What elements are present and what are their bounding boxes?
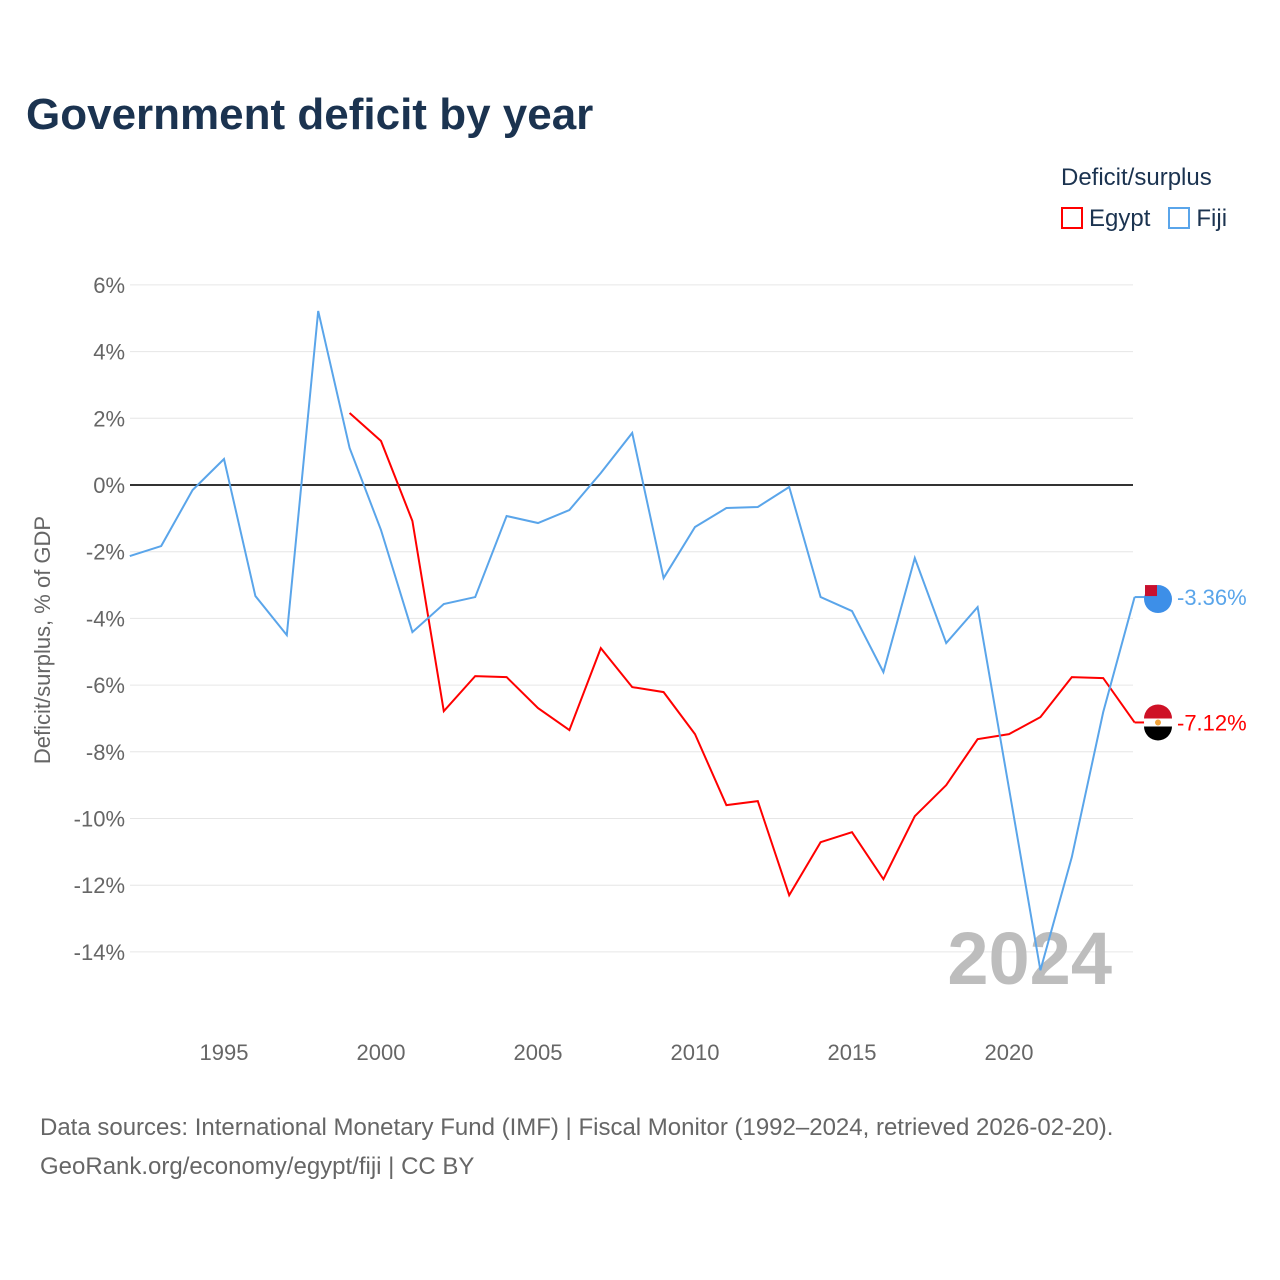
x-tick-label: 2000: [357, 1040, 406, 1065]
end-value-label-fiji: -3.36%: [1177, 585, 1247, 610]
y-axis-label: Deficit/surplus, % of GDP: [30, 516, 55, 764]
data-point-fiji[interactable]: [1006, 785, 1012, 791]
y-tick-label: -8%: [86, 740, 125, 765]
data-point-fiji[interactable]: [692, 524, 698, 530]
data-point-fiji[interactable]: [315, 308, 321, 314]
data-point-egypt[interactable]: [378, 438, 384, 444]
data-point-egypt[interactable]: [1100, 675, 1106, 681]
flag-stripe: [1144, 726, 1172, 741]
end-value-label-egypt: -7.12%: [1177, 710, 1247, 735]
data-point-egypt[interactable]: [692, 731, 698, 737]
data-point-egypt[interactable]: [723, 802, 729, 808]
data-point-egypt[interactable]: [472, 673, 478, 679]
data-point-fiji[interactable]: [535, 520, 541, 526]
data-point-fiji[interactable]: [755, 504, 761, 510]
flag-canton: [1145, 585, 1157, 597]
y-tick-label: -12%: [74, 873, 125, 898]
data-point-egypt[interactable]: [943, 782, 949, 788]
data-point-fiji[interactable]: [127, 553, 133, 559]
series-line-egypt: [348, 412, 1136, 898]
data-point-egypt[interactable]: [975, 736, 981, 742]
source-note: Data sources: International Monetary Fun…: [40, 1108, 1113, 1186]
data-point-egypt[interactable]: [504, 674, 510, 680]
y-tick-label: -2%: [86, 540, 125, 565]
data-point-egypt[interactable]: [786, 892, 792, 898]
legend-swatch-fiji: [1168, 207, 1191, 229]
data-point-fiji[interactable]: [1100, 709, 1106, 715]
legend: Egypt Fiji: [1061, 205, 1227, 233]
data-point-egypt[interactable]: [661, 689, 667, 695]
data-point-egypt[interactable]: [629, 684, 635, 690]
series-line-fiji: [129, 310, 1136, 971]
data-point-fiji[interactable]: [849, 608, 855, 614]
y-tick-label: -10%: [74, 807, 125, 832]
data-point-egypt[interactable]: [535, 705, 541, 711]
data-point-egypt[interactable]: [818, 839, 824, 845]
data-point-egypt[interactable]: [441, 708, 447, 714]
data-point-fiji[interactable]: [598, 470, 604, 476]
y-tick-label: -4%: [86, 606, 125, 631]
data-point-fiji[interactable]: [786, 484, 792, 490]
y-tick-label: -14%: [74, 940, 125, 965]
x-tick-label: 1995: [200, 1040, 249, 1065]
data-point-fiji[interactable]: [943, 640, 949, 646]
data-point-fiji[interactable]: [661, 575, 667, 581]
data-point-fiji[interactable]: [975, 604, 981, 610]
data-point-fiji[interactable]: [1069, 854, 1075, 860]
data-point-fiji[interactable]: [378, 527, 384, 533]
data-point-fiji[interactable]: [284, 632, 290, 638]
x-tick-label: 2020: [985, 1040, 1034, 1065]
data-point-egypt[interactable]: [1069, 674, 1075, 680]
data-point-fiji[interactable]: [252, 593, 258, 599]
chart-title: Government deficit by year: [26, 90, 594, 139]
y-tick-label: 6%: [93, 273, 125, 298]
year-watermark: 2024: [947, 917, 1112, 1000]
chart-plot: 6% 4% 2% 0% -2% -4% -6% -8% -10% -12% -14% 1995 2000…: [30, 273, 1247, 1065]
legend-item-fiji[interactable]: Fiji: [1168, 205, 1227, 233]
data-point-egypt[interactable]: [912, 813, 918, 819]
legend-label: Egypt: [1089, 205, 1151, 232]
data-point-fiji[interactable]: [912, 555, 918, 561]
data-point-fiji[interactable]: [409, 629, 415, 635]
data-point-fiji[interactable]: [1037, 967, 1043, 973]
data-point-fiji[interactable]: [818, 594, 824, 600]
x-tick-label: 2015: [828, 1040, 877, 1065]
source-link[interactable]: GeoRank.org/economy/egypt/fiji | CC BY: [40, 1153, 475, 1180]
y-tick-label: 0%: [93, 473, 125, 498]
data-point-fiji[interactable]: [347, 445, 353, 451]
data-point-fiji[interactable]: [221, 456, 227, 462]
data-point-egypt[interactable]: [1037, 714, 1043, 720]
flag-emblem: [1155, 719, 1161, 726]
flag-stripe: [1144, 704, 1172, 719]
legend-item-egypt[interactable]: Egypt: [1061, 205, 1150, 233]
legend-title: Deficit/surplus: [1061, 164, 1212, 191]
x-tick-label: 2005: [514, 1040, 563, 1065]
source-line: Data sources: International Monetary Fun…: [40, 1114, 1114, 1141]
data-point-fiji[interactable]: [504, 513, 510, 519]
y-tick-label: 2%: [93, 406, 125, 431]
y-tick-label: -6%: [86, 673, 125, 698]
data-point-egypt[interactable]: [347, 410, 353, 416]
data-point-egypt[interactable]: [755, 798, 761, 804]
data-point-fiji[interactable]: [441, 601, 447, 607]
data-point-fiji[interactable]: [880, 669, 886, 675]
y-tick-label: 4%: [93, 340, 125, 365]
data-point-egypt[interactable]: [409, 518, 415, 524]
data-point-fiji[interactable]: [190, 487, 196, 493]
data-point-fiji[interactable]: [472, 594, 478, 600]
legend-swatch-egypt: [1061, 207, 1083, 229]
data-point-fiji[interactable]: [566, 507, 572, 513]
data-point-fiji[interactable]: [158, 543, 164, 549]
data-point-egypt[interactable]: [849, 829, 855, 835]
data-point-egypt[interactable]: [880, 876, 886, 882]
legend-label: Fiji: [1196, 205, 1228, 232]
data-point-fiji[interactable]: [629, 430, 635, 436]
data-point-egypt[interactable]: [1006, 731, 1012, 737]
data-point-fiji[interactable]: [723, 505, 729, 511]
data-point-egypt[interactable]: [598, 645, 604, 651]
data-point-egypt[interactable]: [566, 727, 572, 733]
x-tick-label: 2010: [671, 1040, 720, 1065]
